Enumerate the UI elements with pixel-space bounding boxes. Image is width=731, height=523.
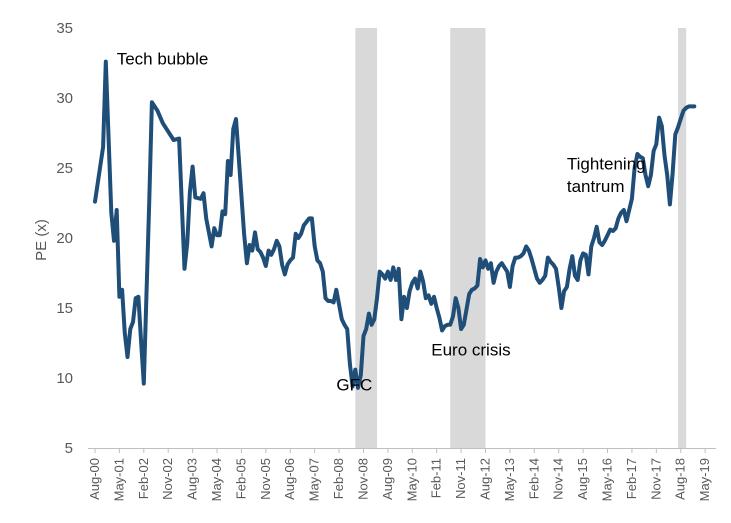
y-tick-label: 35 (56, 20, 73, 37)
y-tick-label: 20 (56, 230, 73, 247)
x-tick-label: May-07 (307, 458, 322, 501)
annotation-label: Tightening (567, 154, 646, 173)
annotation-label: GFC (336, 376, 372, 395)
x-tick-label: Aug-03 (185, 458, 200, 500)
x-tick-label: Nov-14 (551, 458, 566, 500)
x-tick-label: Nov-02 (160, 458, 175, 500)
shaded-period-1 (355, 28, 378, 448)
pe-series-line (93, 59, 697, 390)
y-axis-label: PE (x) (33, 219, 50, 261)
x-tick-label: Feb-05 (233, 458, 248, 499)
x-tick-label: Feb-11 (429, 458, 444, 498)
y-tick-label: 15 (56, 300, 73, 317)
x-axis-ticks: Aug-00 May-01 Feb-02 Nov-02 Aug-03 May-04 Feb-… (87, 448, 712, 501)
annotation-label: tantrum (567, 177, 625, 196)
x-tick-label: Aug-09 (380, 458, 395, 500)
x-tick-label: Aug-00 (87, 458, 102, 500)
x-tick-label: Feb-08 (331, 458, 346, 499)
x-tick-label: Aug-06 (282, 458, 297, 500)
x-tick-label: Nov-05 (258, 458, 273, 500)
x-tick-label: Feb-02 (136, 458, 151, 499)
y-tick-label: 25 (56, 160, 73, 177)
x-tick-label: Nov-17 (648, 458, 663, 500)
annotation-label: Euro crisis (431, 341, 510, 360)
x-tick-label: Feb-17 (624, 458, 639, 499)
y-tick-label: 5 (65, 440, 73, 457)
x-tick-label: Nov-08 (355, 458, 370, 500)
shaded-period-3 (678, 28, 687, 448)
x-tick-label: May-10 (404, 458, 419, 501)
x-tick-label: Feb-14 (526, 458, 541, 499)
y-tick-label: 30 (56, 90, 73, 107)
y-tick-label: 10 (56, 370, 73, 387)
annotations: Tech bubble GFC Euro crisis Tightening tantr… (117, 49, 646, 394)
x-tick-label: Aug-18 (673, 458, 688, 500)
x-tick-label: May-16 (600, 458, 615, 501)
x-tick-label: May-19 (697, 458, 712, 501)
x-tick-label: Nov-11 (453, 458, 468, 499)
x-tick-label: May-13 (502, 458, 517, 501)
x-tick-label: May-04 (209, 458, 224, 501)
y-axis-ticks: 5 10 15 20 25 30 35 (56, 20, 73, 457)
x-tick-label: Aug-12 (477, 458, 492, 500)
series-group (93, 59, 697, 390)
shaded-period-2 (450, 28, 486, 448)
x-tick-label: Aug-15 (575, 458, 590, 500)
shaded-periods (355, 28, 687, 448)
annotation-label: Tech bubble (117, 49, 209, 68)
x-tick-label: May-01 (111, 458, 126, 501)
